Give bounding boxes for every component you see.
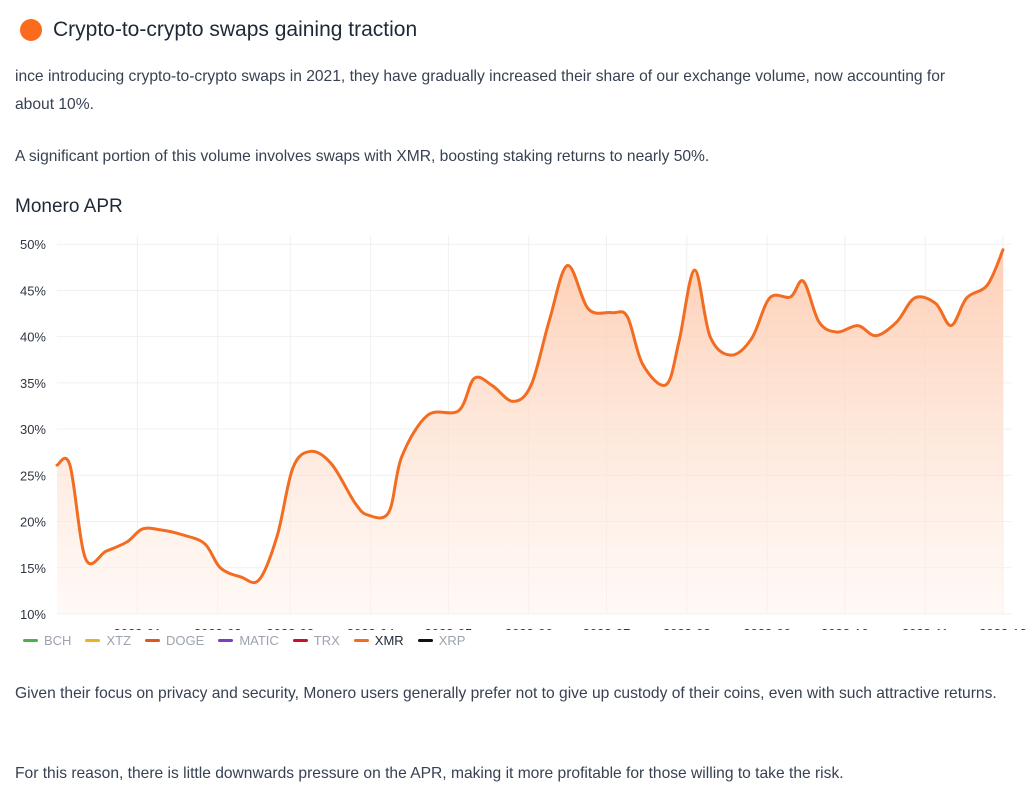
- section-heading: Crypto-to-crypto swaps gaining traction: [20, 18, 417, 42]
- x-tick-label: 2023-04: [347, 626, 395, 630]
- y-tick-label: 25%: [20, 468, 46, 483]
- legend-label: DOGE: [166, 633, 205, 648]
- x-tick-label: 2023-05: [424, 626, 472, 630]
- legend-swatch-icon: [23, 639, 38, 642]
- x-tick-label: 2023-02: [194, 626, 242, 630]
- legend-item-xrp[interactable]: XRP: [417, 633, 466, 648]
- x-tick-label: 2023-01: [113, 626, 161, 630]
- x-tick-label: 2023-12: [979, 626, 1027, 630]
- y-tick-label: 40%: [20, 330, 46, 345]
- y-tick-label: 30%: [20, 422, 46, 437]
- x-tick-label: 2023-06: [505, 626, 553, 630]
- apr-chart: 10% 15% 20% 25% 30% 35% 40% 45% 50% 2023-01 2023-…: [20, 235, 1027, 630]
- x-tick-label: 2023-10: [821, 626, 869, 630]
- legend-label: XMR: [374, 633, 404, 648]
- legend-item-xtz[interactable]: XTZ: [85, 633, 131, 648]
- y-tick-label: 10%: [20, 607, 46, 622]
- y-tick-label: 15%: [20, 561, 46, 576]
- y-tick-label: 35%: [20, 376, 46, 391]
- legend-label: XRP: [438, 633, 466, 648]
- xmr-area-fill: [57, 249, 1003, 615]
- paragraph-swaps-share: ince introducing crypto-to-crypto swaps …: [15, 68, 946, 113]
- orange-dot-icon: [20, 19, 42, 41]
- y-tick-label: 20%: [20, 515, 46, 530]
- legend-swatch-icon: [85, 639, 101, 642]
- paragraph-xmr-swaps: A significant portion of this volume inv…: [15, 148, 710, 165]
- legend-item-matic[interactable]: MATIC: [218, 633, 279, 648]
- legend-swatch-icon: [218, 639, 234, 642]
- xmr-series-line: [55, 248, 1005, 585]
- x-tick-label: 2023-03: [266, 626, 314, 630]
- chart-title: Monero APR: [15, 196, 123, 217]
- legend-label: XTZ: [106, 633, 132, 648]
- legend-label: MATIC: [239, 633, 279, 648]
- x-tick-label: 2023-07: [583, 626, 631, 630]
- chart-legend: BCH XTZ DOGE MATIC TRX XMR XRP: [23, 633, 479, 648]
- paragraph-pressure: For this reason, there is little downwar…: [15, 765, 844, 782]
- legend-item-doge[interactable]: DOGE: [145, 633, 204, 648]
- paragraph-privacy: Given their focus on privacy and securit…: [15, 685, 997, 702]
- y-tick-label: 45%: [20, 283, 46, 298]
- legend-label: TRX: [313, 633, 340, 648]
- legend-swatch-icon: [145, 639, 161, 642]
- legend-swatch-icon: [353, 639, 369, 642]
- x-tick-label: 2023-09: [743, 626, 791, 630]
- legend-swatch-icon: [417, 639, 433, 642]
- x-tick-label: 2023-11: [902, 626, 949, 630]
- legend-item-bch[interactable]: BCH: [23, 633, 71, 648]
- section-title: Crypto-to-crypto swaps gaining traction: [53, 18, 418, 41]
- legend-swatch-icon: [292, 639, 308, 642]
- y-tick-label: 50%: [20, 237, 46, 252]
- legend-label: BCH: [44, 633, 72, 648]
- legend-item-xmr[interactable]: XMR: [353, 633, 404, 648]
- x-tick-label: 2023-08: [663, 626, 711, 630]
- legend-item-trx[interactable]: TRX: [292, 633, 340, 648]
